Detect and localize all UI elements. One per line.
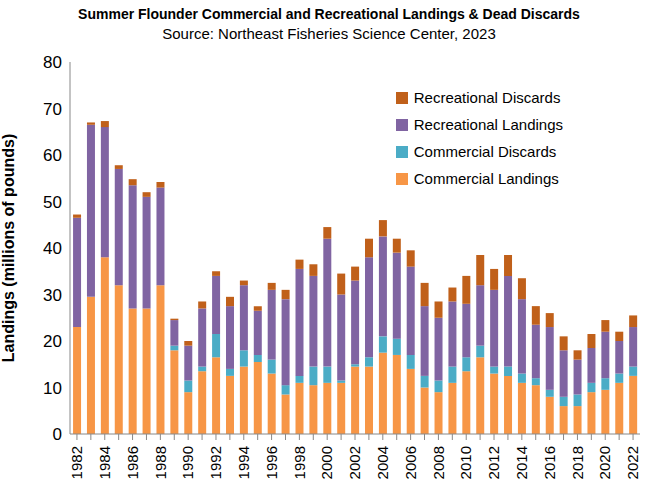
svg-text:2004: 2004: [374, 446, 391, 479]
svg-text:2018: 2018: [569, 446, 586, 479]
svg-text:Landings (millions of pounds): Landings (millions of pounds): [8, 134, 17, 362]
html-text:Recreational Landings: Recreational Landings: [413, 116, 563, 133]
svg-text:2000: 2000: [318, 446, 335, 479]
html-text:Summer Flounder Commercial and: Summer Flounder Commercial and Recreatio…: [78, 6, 580, 22]
svg-text:60: 60: [43, 146, 62, 165]
svg-text:1984: 1984: [96, 446, 113, 479]
svg-text:2016: 2016: [541, 446, 558, 479]
svg-text:2010: 2010: [457, 446, 474, 479]
html-text:Commercial Landings: Commercial Landings: [413, 170, 559, 187]
svg-text:1992: 1992: [207, 446, 224, 479]
html-text:Recreational Discards: Recreational Discards: [413, 89, 561, 106]
svg-text:0: 0: [53, 425, 62, 444]
svg-text:1998: 1998: [291, 446, 308, 479]
svg-text:2002: 2002: [346, 446, 363, 479]
svg-text:1982: 1982: [68, 446, 85, 479]
svg-text:50: 50: [43, 193, 62, 212]
svg-text:1994: 1994: [235, 446, 252, 479]
svg-text:2008: 2008: [430, 446, 447, 479]
svg-text:30: 30: [43, 286, 62, 305]
svg-text:1990: 1990: [179, 446, 196, 479]
html-text:Commercial Discards: Commercial Discards: [413, 143, 557, 160]
svg-text:2020: 2020: [596, 446, 613, 479]
html-text:Source: Northeast Fisheries Sc: Source: Northeast Fisheries Science Cent…: [162, 25, 496, 42]
svg-text:2012: 2012: [485, 446, 502, 479]
svg-text:1996: 1996: [263, 446, 280, 479]
svg-text:40: 40: [43, 239, 62, 258]
svg-text:2014: 2014: [513, 446, 530, 479]
svg-text:2022: 2022: [624, 446, 641, 479]
svg-text:1986: 1986: [124, 446, 141, 479]
svg-text:1988: 1988: [152, 446, 169, 479]
svg-text:20: 20: [43, 332, 62, 351]
svg-text:80: 80: [43, 53, 62, 72]
svg-text:2006: 2006: [402, 446, 419, 479]
svg-text:70: 70: [43, 100, 62, 119]
svg-text:10: 10: [43, 379, 62, 398]
